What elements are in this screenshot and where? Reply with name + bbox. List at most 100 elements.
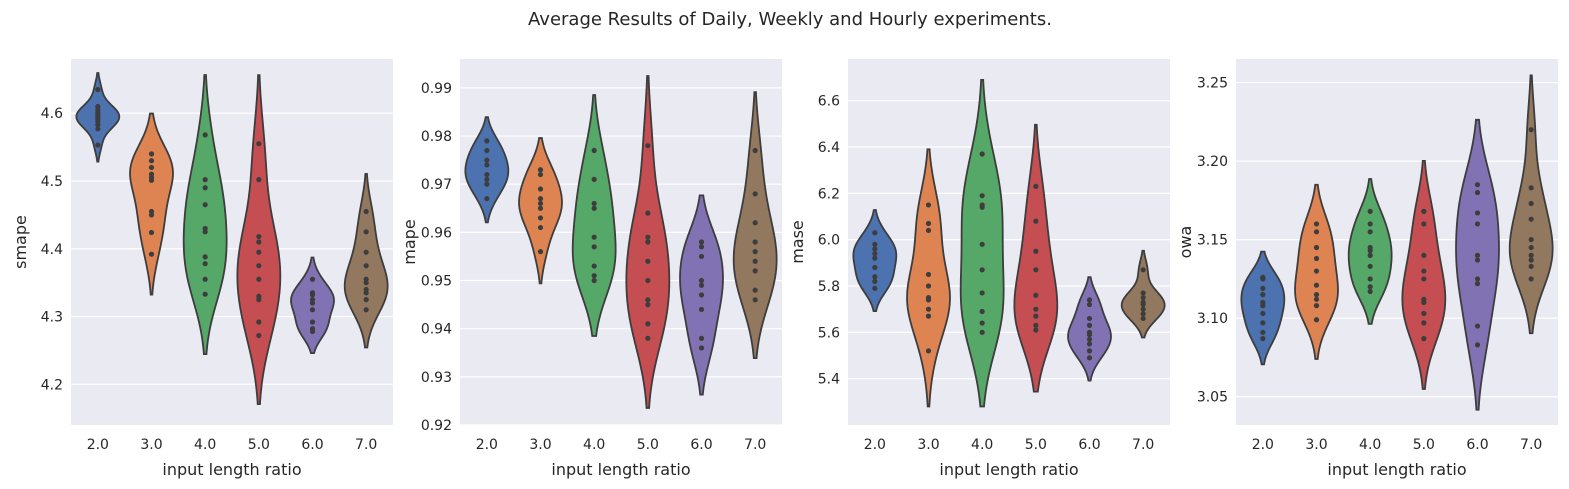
subplot-panels: 4.2 4.3 4.4 4.5 4.6 2.0 3.0 4.0 5.0 6.0 7.0 input l…: [11, 59, 1558, 479]
owa-point-2.0: [1260, 299, 1266, 306]
mape-point-3.0: [537, 186, 544, 192]
mase-point-2.0: [872, 264, 878, 271]
smape-point-2.0: [95, 103, 101, 110]
smape-point-5.0: [256, 319, 262, 325]
smape-point-6.0: [309, 297, 316, 303]
owa-point-4.0: [1367, 288, 1373, 295]
mase-x-tick-label: 7.0: [1132, 437, 1154, 453]
mase-y-tick-label: 5.4: [818, 372, 840, 388]
mape-point-6.0: [698, 335, 705, 341]
mase-point-4.0: [979, 202, 985, 208]
mase-point-4.0: [979, 320, 985, 326]
mape-point-3.0: [537, 167, 544, 173]
mape-y-tick-label: 0.93: [421, 370, 452, 386]
mape-point-2.0: [484, 181, 490, 187]
owa-point-3.0: [1313, 244, 1320, 251]
owa-x-tick-label: 6.0: [1466, 437, 1488, 453]
mape-point-5.0: [645, 210, 651, 216]
mape-point-4.0: [591, 263, 597, 269]
mase-point-5.0: [1033, 306, 1039, 312]
owa-point-2.0: [1260, 274, 1266, 280]
mase-point-3.0: [925, 227, 932, 234]
owa-point-7.0: [1528, 237, 1534, 243]
smape-point-3.0: [148, 229, 155, 236]
owa-plot-area: [1236, 59, 1558, 425]
owa-point-4.0: [1367, 229, 1373, 235]
owa-y-tick-label: 3.25: [1197, 76, 1228, 92]
smape-point-3.0: [148, 151, 155, 157]
mape-y-tick-label: 0.97: [421, 177, 452, 193]
mape-point-7.0: [752, 258, 758, 264]
mase-point-4.0: [979, 308, 985, 315]
mape-point-4.0: [591, 234, 597, 240]
mase-point-5.0: [1033, 322, 1039, 328]
mape-point-6.0: [698, 277, 705, 284]
mape-point-3.0: [537, 205, 544, 211]
mase-y-tick-label: 5.6: [818, 325, 840, 341]
mape-y-tick-label: 0.98: [421, 129, 452, 145]
smape-point-5.0: [256, 249, 262, 255]
mase-point-3.0: [925, 294, 932, 301]
smape-point-6.0: [309, 307, 316, 313]
owa-point-5.0: [1421, 310, 1427, 317]
smape-point-7.0: [363, 276, 369, 282]
mape-point-2.0: [484, 162, 490, 168]
owa-point-6.0: [1474, 252, 1481, 258]
owa-y-tick-label: 3.15: [1197, 233, 1228, 249]
owa-point-6.0: [1474, 182, 1481, 188]
smape-x-tick-label: 4.0: [194, 437, 216, 453]
smape-point-5.0: [256, 177, 262, 183]
owa-point-5.0: [1421, 208, 1427, 214]
owa-point-3.0: [1313, 282, 1320, 288]
mase-point-5.0: [1033, 292, 1039, 298]
owa-point-6.0: [1474, 276, 1481, 282]
mape-point-5.0: [645, 302, 651, 308]
owa-point-5.0: [1421, 336, 1427, 342]
mase-point-5.0: [1033, 327, 1039, 333]
mape-point-5.0: [645, 321, 651, 327]
owa-point-7.0: [1528, 276, 1534, 282]
mase-point-2.0: [872, 278, 878, 284]
smape-point-6.0: [309, 290, 316, 296]
mase-point-4.0: [979, 193, 985, 199]
smape-point-6.0: [309, 319, 316, 325]
mase-y-tick-label: 6.6: [818, 94, 840, 110]
mape-point-5.0: [645, 143, 651, 149]
owa-x-tick-label: 5.0: [1413, 437, 1435, 453]
smape-point-4.0: [202, 276, 208, 282]
mase-point-6.0: [1086, 336, 1093, 342]
mape-point-5.0: [645, 297, 651, 303]
mape-violin-2.0: [464, 116, 510, 224]
mase-point-2.0: [872, 250, 878, 257]
smape-violin-4.0: [182, 74, 228, 355]
mase-y-tick-label: 6.2: [818, 186, 840, 202]
owa-point-6.0: [1474, 189, 1481, 196]
owa-point-6.0: [1474, 210, 1481, 216]
smape-y-tick-label: 4.6: [41, 106, 63, 122]
mape-point-3.0: [537, 224, 544, 231]
mase-point-6.0: [1086, 297, 1093, 303]
smape-plot-area: [71, 59, 393, 425]
owa-point-5.0: [1421, 296, 1427, 302]
smape-x-axis-label: input length ratio: [162, 460, 301, 479]
smape-point-7.0: [363, 229, 369, 235]
mase-point-7.0: [1140, 315, 1146, 322]
mase-point-7.0: [1140, 294, 1146, 301]
mape-point-2.0: [484, 138, 490, 144]
mape-y-tick-label: 0.99: [421, 81, 452, 97]
mase-point-4.0: [979, 290, 985, 296]
mape-point-4.0: [591, 200, 597, 207]
mase-point-7.0: [1140, 299, 1146, 305]
smape-point-5.0: [256, 239, 262, 245]
owa-point-5.0: [1421, 320, 1427, 326]
mase-point-5.0: [1033, 248, 1039, 254]
mase-plot-area: [848, 59, 1170, 425]
smape-point-6.0: [309, 326, 316, 332]
smape-point-5.0: [256, 332, 262, 339]
smape-point-3.0: [148, 251, 155, 257]
mape-point-3.0: [537, 249, 544, 255]
mape-x-tick-label: 7.0: [744, 437, 766, 453]
owa-point-2.0: [1260, 292, 1266, 298]
mape-point-5.0: [645, 234, 651, 240]
mape-point-3.0: [537, 196, 544, 202]
